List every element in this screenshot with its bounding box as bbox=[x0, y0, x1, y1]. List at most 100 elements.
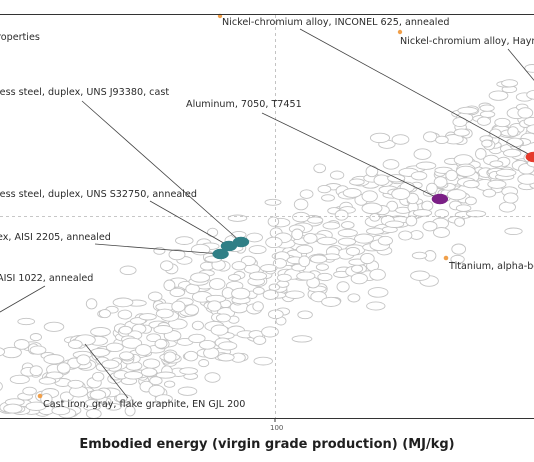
point-label: Titanium, alpha-bet bbox=[448, 261, 534, 272]
point-labels: Nickel-chromium alloy, INCONEL 625, anne… bbox=[0, 17, 534, 410]
background-bubble bbox=[361, 190, 378, 203]
background-bubble bbox=[22, 386, 37, 396]
background-bubble bbox=[329, 170, 345, 180]
background-bubble bbox=[154, 338, 168, 349]
annotated-point[interactable] bbox=[397, 29, 403, 35]
background-bubble bbox=[503, 192, 519, 204]
leader-line bbox=[94, 243, 221, 255]
point-label: Nickel-chromium alloy, INCONEL 625, anne… bbox=[222, 17, 449, 28]
background-bubble bbox=[345, 246, 361, 256]
leader-line bbox=[507, 48, 534, 81]
background-bubble bbox=[175, 236, 194, 245]
background-bubble bbox=[481, 139, 493, 148]
background-bubble bbox=[445, 169, 458, 182]
background-bubble bbox=[475, 148, 487, 160]
background-bubble bbox=[248, 271, 268, 281]
background-bubble bbox=[360, 252, 375, 265]
background-bubble bbox=[317, 236, 338, 246]
background-bubble bbox=[507, 126, 519, 137]
background-bubble bbox=[350, 272, 368, 285]
background-bubble bbox=[3, 403, 23, 414]
background-bubble bbox=[349, 178, 365, 186]
leader-line bbox=[149, 200, 230, 247]
background-bubble bbox=[321, 194, 335, 202]
background-bubble bbox=[204, 372, 221, 383]
background-bubble bbox=[477, 116, 491, 126]
background-bubble bbox=[291, 335, 313, 343]
background-bubble bbox=[177, 386, 198, 396]
background-bubble bbox=[276, 273, 292, 282]
background-bubble bbox=[253, 335, 267, 345]
point-label: Cast iron, gray, flake graphite, EN GJL … bbox=[43, 399, 245, 410]
background-bubble bbox=[446, 189, 467, 201]
background-bubble bbox=[246, 232, 263, 243]
background-bubble bbox=[29, 345, 47, 355]
leader-line bbox=[299, 28, 534, 158]
background-bubble bbox=[155, 371, 176, 379]
background-bubble bbox=[90, 326, 111, 337]
background-bubble bbox=[169, 287, 186, 298]
background-bubble bbox=[154, 394, 173, 404]
background-bubble bbox=[410, 270, 430, 281]
background-bubble bbox=[191, 320, 204, 331]
background-bubble bbox=[184, 350, 199, 362]
background-bubble bbox=[297, 310, 313, 320]
background-bubble bbox=[207, 300, 222, 312]
background-bubble bbox=[105, 402, 122, 411]
background-bubble bbox=[188, 333, 206, 344]
background-bubble bbox=[168, 248, 186, 261]
background-bubble bbox=[422, 221, 438, 232]
background-bubble bbox=[307, 216, 324, 224]
point-label: less steel, duplex, UNS J93380, cast bbox=[0, 87, 169, 98]
background-bubble bbox=[435, 135, 449, 145]
background-bubble bbox=[43, 321, 65, 332]
background-bubble bbox=[248, 245, 267, 255]
background-bubble bbox=[433, 227, 450, 238]
background-bubble bbox=[313, 163, 327, 174]
background-bubble bbox=[391, 134, 410, 145]
background-bubble bbox=[153, 325, 174, 335]
background-bubble bbox=[451, 243, 467, 255]
background-bubble bbox=[299, 189, 314, 199]
background-bubble bbox=[322, 221, 341, 230]
background-bubble bbox=[526, 124, 534, 134]
background-bubble bbox=[503, 148, 522, 158]
chart-title-partial: roperties bbox=[0, 32, 40, 43]
background-bubble bbox=[155, 308, 174, 319]
background-bubble bbox=[117, 309, 133, 320]
background-bubble bbox=[303, 232, 318, 244]
background-bubble bbox=[517, 173, 534, 185]
background-bubble bbox=[487, 179, 507, 189]
background-bubble bbox=[76, 354, 91, 366]
annotated-point[interactable] bbox=[443, 255, 449, 261]
background-bubble bbox=[341, 221, 355, 230]
highlight-point[interactable] bbox=[212, 248, 229, 260]
background-bubble bbox=[423, 131, 438, 143]
annotated-point[interactable] bbox=[37, 393, 43, 399]
background-bubble bbox=[391, 188, 411, 200]
background-bubble bbox=[296, 271, 316, 281]
background-bubble bbox=[262, 289, 279, 300]
background-bubble bbox=[337, 237, 357, 246]
highlight-point[interactable] bbox=[431, 193, 449, 205]
leader-line bbox=[84, 343, 129, 399]
background-bubble bbox=[207, 227, 219, 238]
point-label: Nickel-chromium alloy, Hayne bbox=[400, 36, 534, 47]
background-bubble bbox=[450, 254, 465, 264]
background-bubble bbox=[184, 304, 200, 316]
highlight-point[interactable] bbox=[220, 240, 238, 252]
background-bubble bbox=[351, 264, 364, 273]
background-bubble bbox=[411, 251, 428, 260]
background-bubble bbox=[227, 214, 248, 222]
background-bubble bbox=[426, 182, 438, 195]
background-bubble bbox=[455, 204, 472, 212]
background-bubble bbox=[98, 309, 111, 319]
background-bubble bbox=[9, 374, 30, 385]
background-bubble bbox=[56, 362, 71, 374]
background-bubble bbox=[366, 301, 386, 311]
background-bubble bbox=[261, 326, 279, 338]
background-bubble bbox=[124, 405, 136, 417]
background-bubble bbox=[347, 293, 361, 303]
background-bubble bbox=[454, 217, 466, 227]
background-bubble bbox=[260, 264, 278, 273]
